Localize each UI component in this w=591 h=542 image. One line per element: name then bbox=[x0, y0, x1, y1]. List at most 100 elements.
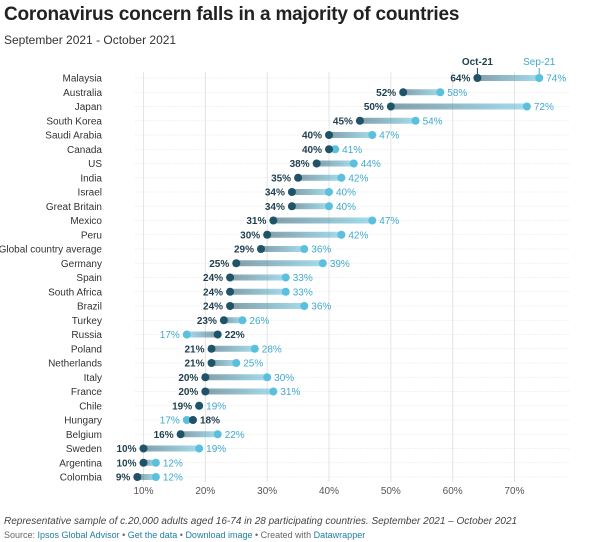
change-bar bbox=[211, 345, 255, 352]
country-label: Mexico bbox=[70, 216, 102, 227]
oct-value-label: 9% bbox=[116, 473, 131, 484]
country-label: Germany bbox=[61, 259, 102, 270]
chart-title: Coronavirus concern falls in a majority … bbox=[4, 4, 460, 25]
x-tick-label: 20% bbox=[195, 486, 215, 497]
sep-dot bbox=[337, 173, 346, 182]
oct-value-label: 30% bbox=[240, 230, 260, 241]
sep-value-label: 47% bbox=[379, 216, 399, 227]
sep-value-label: 33% bbox=[293, 273, 313, 284]
oct-dot bbox=[256, 245, 265, 253]
dot-chart: 10% 20% 30% 40% 50% 60% 70% Oct-21 Sep-21 Malaysi… bbox=[0, 57, 570, 497]
sep-value-label: 39% bbox=[330, 259, 350, 270]
sep-dot bbox=[250, 344, 259, 353]
country-label: Brazil bbox=[77, 302, 102, 313]
sep-value-label: 12% bbox=[163, 458, 183, 469]
country-label: South Africa bbox=[48, 287, 102, 298]
country-label: Chile bbox=[79, 401, 102, 412]
oct-dot bbox=[287, 202, 296, 211]
oct-value-label: 20% bbox=[178, 387, 198, 398]
sep-value-label: 58% bbox=[447, 88, 467, 99]
oct-value-label: 29% bbox=[234, 245, 254, 256]
country-label: France bbox=[71, 387, 103, 398]
change-bar bbox=[186, 331, 218, 338]
oct-value-label: 34% bbox=[265, 188, 285, 199]
change-bar bbox=[180, 431, 218, 438]
oct-value-label: 10% bbox=[116, 444, 136, 455]
get-data-link[interactable]: Get the data bbox=[127, 530, 178, 540]
sep-value-label: 12% bbox=[163, 473, 183, 484]
sep-dot bbox=[195, 444, 204, 453]
chart-subtitle: September 2021 - October 2021 bbox=[4, 33, 177, 47]
sep-dot bbox=[238, 316, 247, 325]
sep-dot bbox=[281, 273, 290, 282]
x-tick-label: 70% bbox=[504, 486, 524, 497]
change-bar bbox=[205, 374, 268, 381]
x-tick-label: 10% bbox=[133, 486, 153, 497]
oct-value-label: 31% bbox=[246, 216, 266, 227]
oct-value-label: 64% bbox=[450, 74, 470, 85]
change-bar bbox=[260, 246, 305, 252]
change-bar bbox=[390, 103, 527, 110]
datawrapper-link[interactable]: Datawrapper bbox=[313, 530, 366, 540]
legend-sep-label: Sep-21 bbox=[523, 57, 556, 68]
sep-dot bbox=[269, 387, 278, 396]
oct-dot bbox=[201, 387, 210, 396]
download-image-link[interactable]: Download image bbox=[185, 530, 253, 540]
country-label: US bbox=[88, 159, 102, 170]
change-bar bbox=[211, 360, 237, 366]
sep-value-label: 26% bbox=[249, 316, 269, 327]
sep-dot bbox=[436, 88, 445, 97]
sep-value-label: 72% bbox=[534, 102, 554, 113]
sep-value-label: 74% bbox=[546, 74, 566, 85]
sep-value-label: 42% bbox=[348, 173, 368, 184]
oct-value-label: 18% bbox=[200, 416, 220, 427]
change-bar bbox=[316, 160, 354, 167]
change-bar bbox=[267, 231, 342, 238]
x-tick-label: 50% bbox=[381, 486, 401, 497]
oct-dot bbox=[473, 74, 482, 82]
change-bar bbox=[403, 89, 441, 96]
sep-value-label: 36% bbox=[311, 245, 331, 256]
sep-dot bbox=[325, 202, 333, 211]
sep-value-label: 41% bbox=[342, 145, 362, 156]
oct-value-label: 24% bbox=[203, 273, 223, 284]
oct-dot bbox=[201, 373, 210, 382]
country-label: Poland bbox=[71, 344, 102, 355]
chart-source: Source: Ipsos Global Advisor • Get the d… bbox=[4, 530, 365, 540]
country-label: Argentina bbox=[59, 458, 102, 469]
sep-value-label: 40% bbox=[336, 202, 356, 213]
sep-value-label: 54% bbox=[423, 116, 443, 127]
country-label: Italy bbox=[84, 373, 102, 384]
sep-dot bbox=[232, 359, 241, 367]
sep-dot bbox=[281, 287, 290, 296]
oct-dot bbox=[139, 444, 148, 453]
oct-dot bbox=[355, 116, 364, 125]
sep-dot bbox=[368, 131, 377, 139]
sep-dot bbox=[331, 145, 340, 154]
country-label: Saudi Arabia bbox=[45, 131, 102, 142]
x-tick-label: 40% bbox=[319, 486, 339, 497]
change-bar bbox=[359, 117, 416, 124]
source-separator: • bbox=[119, 530, 128, 540]
oct-dot bbox=[226, 302, 235, 310]
oct-dot bbox=[139, 458, 148, 467]
sep-value-label: 47% bbox=[379, 131, 399, 142]
sep-value-label: 33% bbox=[293, 287, 313, 298]
country-label: Turkey bbox=[72, 316, 102, 327]
oct-value-label: 50% bbox=[364, 102, 384, 113]
oct-dot bbox=[325, 131, 333, 139]
source-link[interactable]: Ipsos Global Advisor bbox=[37, 530, 120, 540]
change-bar bbox=[143, 445, 200, 452]
oct-dot bbox=[219, 316, 228, 325]
country-label: Malaysia bbox=[63, 74, 103, 85]
oct-dot bbox=[226, 273, 235, 282]
source-separator: • bbox=[177, 530, 186, 540]
oct-value-label: 21% bbox=[185, 344, 205, 355]
change-bar bbox=[298, 174, 342, 181]
country-label: Canada bbox=[67, 145, 102, 156]
change-bar bbox=[329, 132, 373, 138]
sep-dot bbox=[349, 159, 358, 168]
country-label: Belgium bbox=[66, 430, 102, 441]
oct-value-label: 16% bbox=[154, 430, 174, 441]
oct-value-label: 23% bbox=[197, 316, 217, 327]
